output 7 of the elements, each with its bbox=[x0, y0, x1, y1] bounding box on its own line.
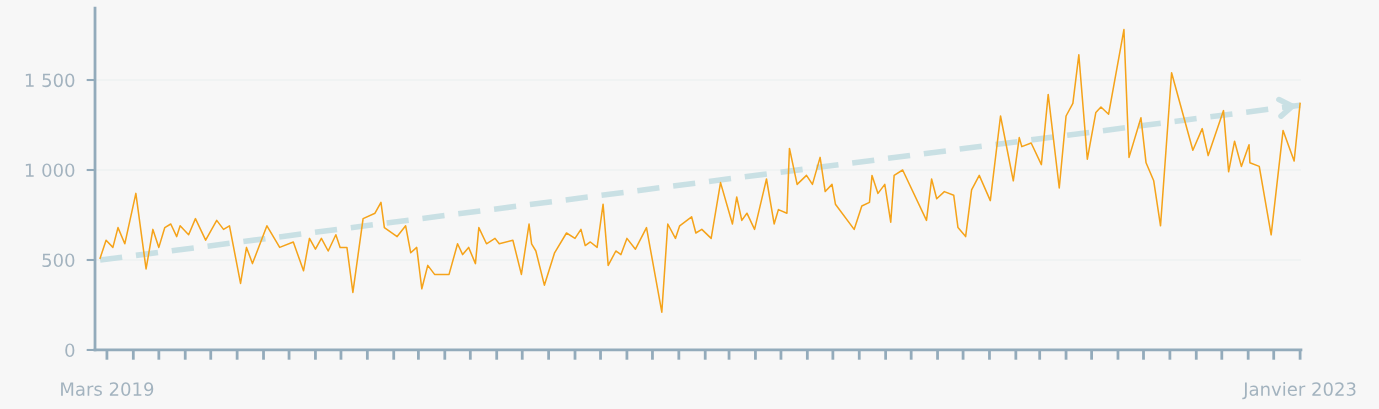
y-tick-label: 1 500 bbox=[25, 73, 75, 88]
y-tick-label: 500 bbox=[42, 253, 75, 268]
y-tick-label: 0 bbox=[65, 343, 75, 358]
y-tick-label: 1 000 bbox=[25, 163, 75, 178]
x-tick-label: Mars 2019 bbox=[61, 382, 154, 396]
line-series bbox=[99, 28, 1301, 313]
x-tick-label: Janvier 2023 bbox=[1242, 381, 1356, 400]
